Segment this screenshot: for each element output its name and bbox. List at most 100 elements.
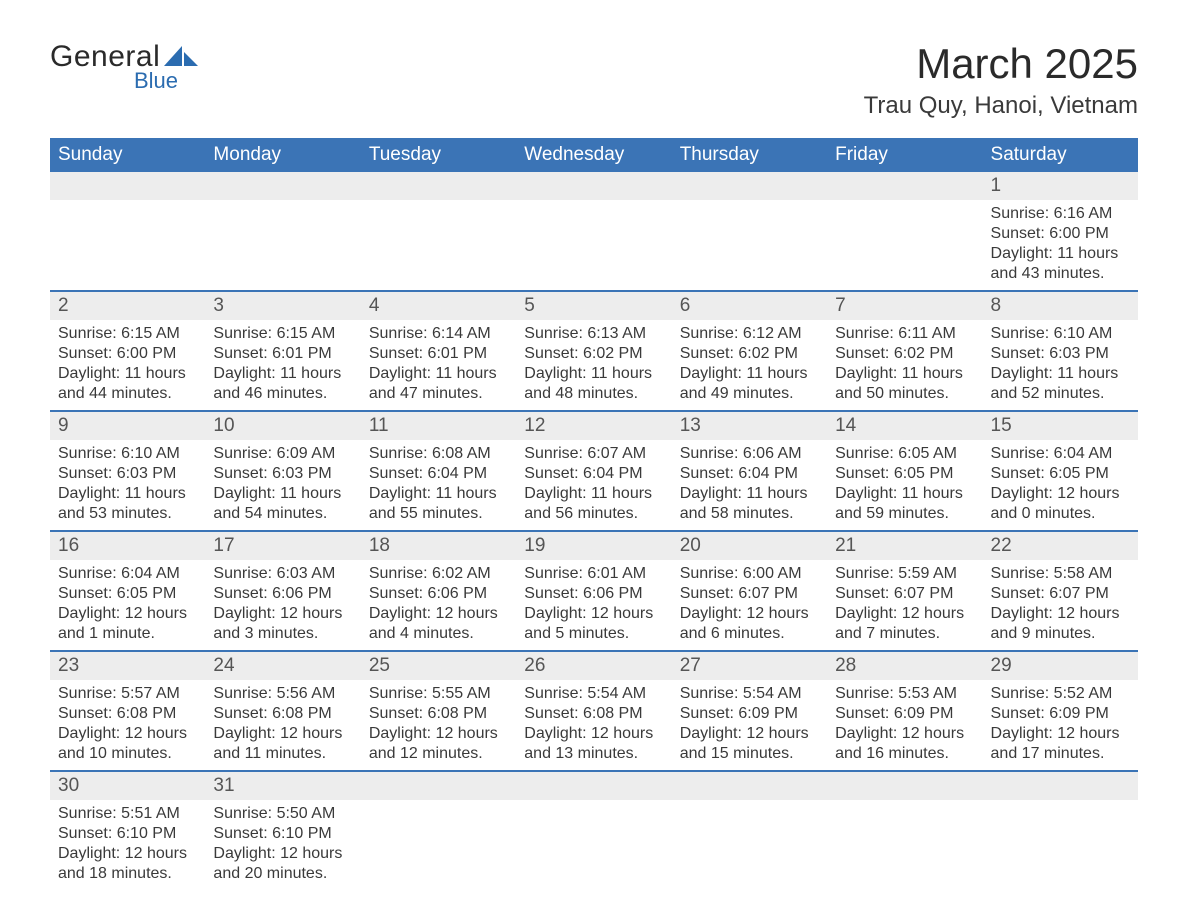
day-number: 2: [50, 292, 205, 320]
day-details: Sunrise: 6:15 AMSunset: 6:01 PMDaylight:…: [205, 320, 360, 410]
day-details: Sunrise: 5:50 AMSunset: 6:10 PMDaylight:…: [205, 800, 360, 890]
sunrise-line: Sunrise: 6:04 AM: [58, 564, 197, 584]
day-number: 23: [50, 652, 205, 680]
calendar-cell: 13Sunrise: 6:06 AMSunset: 6:04 PMDayligh…: [672, 411, 827, 531]
day-details: Sunrise: 5:57 AMSunset: 6:08 PMDaylight:…: [50, 680, 205, 770]
daylight-line: Daylight: 12 hours and 6 minutes.: [680, 604, 819, 644]
day-number: 30: [50, 772, 205, 800]
daylight-line: Daylight: 12 hours and 18 minutes.: [58, 844, 197, 884]
calendar-cell: 18Sunrise: 6:02 AMSunset: 6:06 PMDayligh…: [361, 531, 516, 651]
sunrise-line: Sunrise: 6:08 AM: [369, 444, 508, 464]
calendar-week-row: 16Sunrise: 6:04 AMSunset: 6:05 PMDayligh…: [50, 531, 1138, 651]
weekday-header: Thursday: [672, 138, 827, 172]
calendar-cell: 3Sunrise: 6:15 AMSunset: 6:01 PMDaylight…: [205, 291, 360, 411]
empty-day-body: [50, 200, 205, 290]
daylight-line: Daylight: 11 hours and 58 minutes.: [680, 484, 819, 524]
day-details: Sunrise: 6:06 AMSunset: 6:04 PMDaylight:…: [672, 440, 827, 530]
sunset-line: Sunset: 6:01 PM: [369, 344, 508, 364]
day-number: 19: [516, 532, 671, 560]
day-details: Sunrise: 6:07 AMSunset: 6:04 PMDaylight:…: [516, 440, 671, 530]
sunset-line: Sunset: 6:10 PM: [58, 824, 197, 844]
sunrise-line: Sunrise: 5:52 AM: [991, 684, 1130, 704]
sunrise-line: Sunrise: 6:15 AM: [58, 324, 197, 344]
weekday-header: Monday: [205, 138, 360, 172]
sunrise-line: Sunrise: 6:04 AM: [991, 444, 1130, 464]
sunrise-line: Sunrise: 5:54 AM: [680, 684, 819, 704]
sunset-line: Sunset: 6:09 PM: [991, 704, 1130, 724]
daylight-line: Daylight: 11 hours and 43 minutes.: [991, 244, 1130, 284]
sunrise-line: Sunrise: 6:09 AM: [213, 444, 352, 464]
day-details: Sunrise: 6:10 AMSunset: 6:03 PMDaylight:…: [50, 440, 205, 530]
weekday-header: Friday: [827, 138, 982, 172]
calendar-cell: 16Sunrise: 6:04 AMSunset: 6:05 PMDayligh…: [50, 531, 205, 651]
logo-text-sub: Blue: [134, 68, 178, 94]
daylight-line: Daylight: 12 hours and 13 minutes.: [524, 724, 663, 764]
calendar-cell: 23Sunrise: 5:57 AMSunset: 6:08 PMDayligh…: [50, 651, 205, 771]
calendar-week-row: 23Sunrise: 5:57 AMSunset: 6:08 PMDayligh…: [50, 651, 1138, 771]
sunset-line: Sunset: 6:05 PM: [58, 584, 197, 604]
day-details: Sunrise: 6:00 AMSunset: 6:07 PMDaylight:…: [672, 560, 827, 650]
sunset-line: Sunset: 6:03 PM: [991, 344, 1130, 364]
day-details: Sunrise: 6:16 AMSunset: 6:00 PMDaylight:…: [983, 200, 1138, 290]
calendar-cell: 11Sunrise: 6:08 AMSunset: 6:04 PMDayligh…: [361, 411, 516, 531]
empty-day-number: [205, 172, 360, 200]
sunrise-line: Sunrise: 5:50 AM: [213, 804, 352, 824]
empty-day-number: [516, 172, 671, 200]
day-number: 9: [50, 412, 205, 440]
sunset-line: Sunset: 6:08 PM: [213, 704, 352, 724]
day-number: 27: [672, 652, 827, 680]
calendar-cell: 26Sunrise: 5:54 AMSunset: 6:08 PMDayligh…: [516, 651, 671, 771]
calendar-week-row: 30Sunrise: 5:51 AMSunset: 6:10 PMDayligh…: [50, 771, 1138, 890]
day-details: Sunrise: 5:55 AMSunset: 6:08 PMDaylight:…: [361, 680, 516, 770]
calendar-cell: [205, 172, 360, 291]
day-details: Sunrise: 6:05 AMSunset: 6:05 PMDaylight:…: [827, 440, 982, 530]
weekday-header: Saturday: [983, 138, 1138, 172]
sunrise-line: Sunrise: 6:01 AM: [524, 564, 663, 584]
day-details: Sunrise: 6:04 AMSunset: 6:05 PMDaylight:…: [50, 560, 205, 650]
day-number: 22: [983, 532, 1138, 560]
daylight-line: Daylight: 11 hours and 49 minutes.: [680, 364, 819, 404]
calendar-cell: 15Sunrise: 6:04 AMSunset: 6:05 PMDayligh…: [983, 411, 1138, 531]
daylight-line: Daylight: 11 hours and 55 minutes.: [369, 484, 508, 524]
daylight-line: Daylight: 12 hours and 10 minutes.: [58, 724, 197, 764]
calendar-cell: 19Sunrise: 6:01 AMSunset: 6:06 PMDayligh…: [516, 531, 671, 651]
daylight-line: Daylight: 11 hours and 46 minutes.: [213, 364, 352, 404]
page-title: March 2025: [864, 40, 1138, 88]
calendar-cell: 4Sunrise: 6:14 AMSunset: 6:01 PMDaylight…: [361, 291, 516, 411]
day-details: Sunrise: 6:03 AMSunset: 6:06 PMDaylight:…: [205, 560, 360, 650]
calendar-cell: 22Sunrise: 5:58 AMSunset: 6:07 PMDayligh…: [983, 531, 1138, 651]
weekday-header: Sunday: [50, 138, 205, 172]
daylight-line: Daylight: 12 hours and 7 minutes.: [835, 604, 974, 644]
calendar-cell: 17Sunrise: 6:03 AMSunset: 6:06 PMDayligh…: [205, 531, 360, 651]
day-number: 13: [672, 412, 827, 440]
sunrise-line: Sunrise: 5:57 AM: [58, 684, 197, 704]
calendar-cell: 14Sunrise: 6:05 AMSunset: 6:05 PMDayligh…: [827, 411, 982, 531]
empty-day-number: [361, 172, 516, 200]
day-number: 5: [516, 292, 671, 320]
calendar-cell: [361, 172, 516, 291]
empty-day-number: [672, 772, 827, 800]
day-number: 20: [672, 532, 827, 560]
day-details: Sunrise: 5:58 AMSunset: 6:07 PMDaylight:…: [983, 560, 1138, 650]
sunrise-line: Sunrise: 5:58 AM: [991, 564, 1130, 584]
empty-day-body: [205, 200, 360, 290]
calendar-cell: 5Sunrise: 6:13 AMSunset: 6:02 PMDaylight…: [516, 291, 671, 411]
sunset-line: Sunset: 6:00 PM: [58, 344, 197, 364]
day-details: Sunrise: 6:08 AMSunset: 6:04 PMDaylight:…: [361, 440, 516, 530]
day-number: 6: [672, 292, 827, 320]
calendar-cell: 31Sunrise: 5:50 AMSunset: 6:10 PMDayligh…: [205, 771, 360, 890]
day-details: Sunrise: 6:10 AMSunset: 6:03 PMDaylight:…: [983, 320, 1138, 410]
calendar-cell: 6Sunrise: 6:12 AMSunset: 6:02 PMDaylight…: [672, 291, 827, 411]
calendar-cell: [983, 771, 1138, 890]
sunrise-line: Sunrise: 5:55 AM: [369, 684, 508, 704]
sunrise-line: Sunrise: 6:13 AM: [524, 324, 663, 344]
sunrise-line: Sunrise: 5:53 AM: [835, 684, 974, 704]
sunset-line: Sunset: 6:10 PM: [213, 824, 352, 844]
sunrise-line: Sunrise: 6:02 AM: [369, 564, 508, 584]
daylight-line: Daylight: 12 hours and 9 minutes.: [991, 604, 1130, 644]
day-number: 24: [205, 652, 360, 680]
sunrise-line: Sunrise: 6:10 AM: [58, 444, 197, 464]
day-details: Sunrise: 6:12 AMSunset: 6:02 PMDaylight:…: [672, 320, 827, 410]
calendar-cell: 30Sunrise: 5:51 AMSunset: 6:10 PMDayligh…: [50, 771, 205, 890]
sunrise-line: Sunrise: 6:15 AM: [213, 324, 352, 344]
